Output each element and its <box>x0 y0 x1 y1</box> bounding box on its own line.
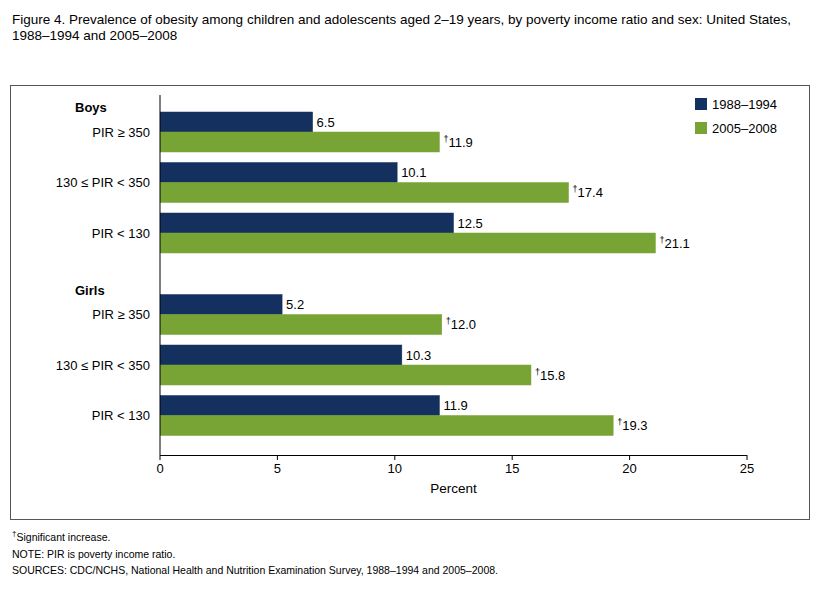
x-axis-line <box>160 455 747 456</box>
data-label: 10.1 <box>401 165 426 180</box>
group-label: Boys <box>75 100 107 115</box>
category-label: PIR ≥ 350 <box>92 125 150 140</box>
title: Figure 4. Prevalence of obesity among ch… <box>12 12 791 43</box>
legend-label: 2005–2008 <box>712 121 777 136</box>
x-tick <box>160 455 161 460</box>
frame <box>11 86 810 520</box>
label-text: 17.4 <box>578 185 603 200</box>
data-label: 10.3 <box>406 348 431 363</box>
data-label: 12.5 <box>458 216 483 231</box>
bar <box>160 345 402 365</box>
x-tick <box>277 455 278 460</box>
category-label: PIR ≥ 350 <box>92 307 150 322</box>
category-label: 130 ≤ PIR < 350 <box>56 175 150 190</box>
data-label: †15.8 <box>535 367 565 383</box>
title-line: 1988–1994 and 2005–2008 <box>12 28 177 43</box>
bar <box>160 295 282 315</box>
data-label: 11.9 <box>443 398 467 413</box>
footnote: SOURCES: CDC/NCHS, National Health and N… <box>12 564 498 576</box>
label-text: 15.8 <box>540 368 565 383</box>
legend-label: 1988–1994 <box>712 97 777 112</box>
data-label: 6.5 <box>317 115 335 130</box>
labels: Boys PIR ≥ 350 6.5 †11.9 130 ≤ PIR < 350 10.1… <box>56 100 690 433</box>
data-label: †17.4 <box>573 184 603 200</box>
legend-swatch <box>695 122 707 134</box>
x-tick-label: 5 <box>274 461 281 476</box>
bar <box>160 213 454 233</box>
x-tick <box>629 455 630 460</box>
chart: Figure 4. Prevalence of obesity among ch… <box>0 0 820 591</box>
label-text: 19.3 <box>622 418 647 433</box>
legend-swatch <box>695 98 707 110</box>
footnote: NOTE: PIR is poverty income ratio. <box>12 548 175 560</box>
bar <box>160 132 439 152</box>
legend: 1988–1994 2005–2008 <box>695 97 777 136</box>
category-label: PIR < 130 <box>92 408 150 423</box>
label-text: 11.9 <box>448 135 472 150</box>
data-label: †19.3 <box>617 417 647 433</box>
x-tick <box>747 455 748 460</box>
bars <box>160 112 655 436</box>
title-line: Figure 4. Prevalence of obesity among ch… <box>12 12 791 27</box>
bar <box>160 416 613 436</box>
bar <box>160 163 397 183</box>
label-text: Significant increase. <box>16 531 110 543</box>
x-tick-label: 20 <box>622 461 636 476</box>
x-tick <box>394 455 395 460</box>
data-label: 5.2 <box>286 297 304 312</box>
label-text: 12.0 <box>451 317 476 332</box>
y-axis-line <box>160 95 161 455</box>
x-tick-label: 0 <box>156 461 163 476</box>
label-text: 21.1 <box>664 236 689 251</box>
bar <box>160 315 442 335</box>
x-axis-label: Percent <box>430 481 477 496</box>
x-tick-label: 10 <box>388 461 402 476</box>
category-label: 130 ≤ PIR < 350 <box>56 358 150 373</box>
bar <box>160 183 569 203</box>
data-label: †12.0 <box>446 316 476 332</box>
data-label: †21.1 <box>659 235 689 251</box>
x-tick-label: 25 <box>740 461 754 476</box>
bar <box>160 233 655 253</box>
category-label: PIR < 130 <box>92 226 150 241</box>
x-tick-label: 15 <box>505 461 519 476</box>
x-tick <box>512 455 513 460</box>
bar <box>160 396 439 416</box>
group-label: Girls <box>75 283 105 298</box>
footnote: †Significant increase. <box>12 529 110 543</box>
bar <box>160 365 531 385</box>
data-label: †11.9 <box>443 134 472 150</box>
bar <box>160 112 313 132</box>
